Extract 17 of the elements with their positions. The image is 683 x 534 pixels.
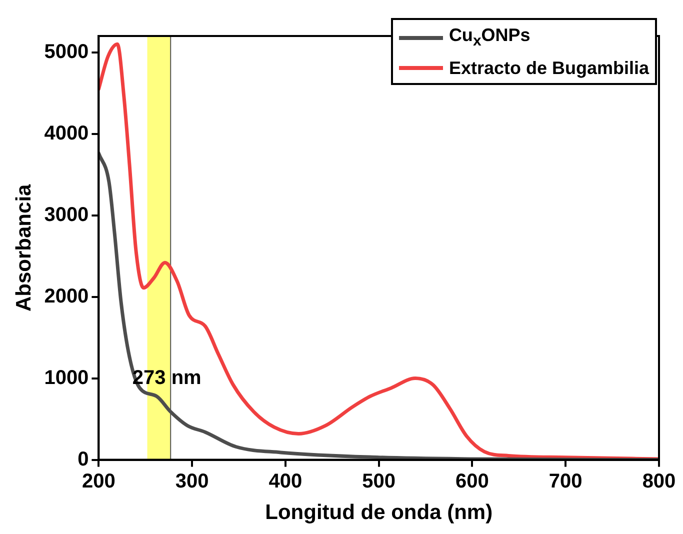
y-axis-title: Absorbancia bbox=[12, 184, 36, 312]
y-tick-label: 4000 bbox=[44, 122, 89, 144]
x-tick-label: 300 bbox=[175, 470, 209, 492]
legend-label: Extracto de Bugambilia bbox=[448, 56, 649, 80]
x-tick-label: 400 bbox=[268, 470, 302, 492]
x-tick-label: 600 bbox=[456, 470, 489, 492]
y-tick-label: 1000 bbox=[44, 366, 89, 389]
x-axis-title: Longitud de onda (nm) bbox=[265, 501, 493, 524]
y-tick-label: 3000 bbox=[44, 204, 89, 226]
x-tick-label: 700 bbox=[548, 470, 582, 492]
y-tick-label: 2000 bbox=[44, 285, 89, 308]
x-tick-label: 500 bbox=[362, 470, 396, 492]
legend-label: Cu$_{x}$ONPs bbox=[448, 24, 530, 52]
x-tick-label: 200 bbox=[82, 470, 116, 492]
y-tick-label: 5000 bbox=[44, 40, 89, 63]
y-tick-label: 0 bbox=[78, 448, 89, 470]
x-tick-label: 800 bbox=[642, 470, 676, 492]
